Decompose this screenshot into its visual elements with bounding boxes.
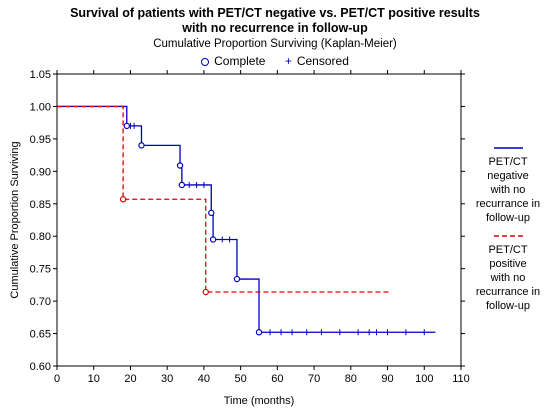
top-legend: Complete + Censored [0,54,550,68]
series-0-event-point [209,236,217,243]
series-0-event-point [233,275,241,283]
y-tick-label: 0.90 [30,166,51,178]
y-tick-label: 1.05 [30,69,51,81]
y-tick-label: 0.60 [30,361,51,373]
x-tick-label: 90 [381,373,393,385]
x-tick-label: 0 [54,373,60,385]
y-tick-label: 0.65 [30,329,51,341]
x-tick-label: 10 [88,373,100,385]
series-1-event-point [202,288,209,296]
y-tick-label: 0.80 [30,231,51,243]
y-tick-label: 1.00 [30,101,51,113]
series-layer [57,105,436,336]
plot-frame [56,73,462,367]
y-tick-label: 0.85 [30,199,51,211]
legend-censored: + Censored [285,54,349,68]
side-legend-line: recurrance in [475,286,541,298]
series-0-event-point [176,162,184,169]
x-tick-label: 110 [452,373,470,385]
series-0-event-point [255,329,263,336]
side-legend-line: negative [487,170,529,182]
y-tick-label: 0.75 [30,264,51,276]
side-legend-positive: PET/CT positive with no recurrance in fo… [466,243,550,313]
x-tick-label: 80 [345,373,357,385]
chart-title-line1: Survival of patients with PET/CT negativ… [70,6,480,20]
legend-complete-label: Complete [214,54,266,68]
side-legend-line: follow-up [485,300,531,312]
complete-marker-icon [201,57,210,66]
chart-subtitle: Cumulative Proportion Surviving (Kaplan-… [153,38,397,50]
side-legend-line: PET/CT [488,156,528,168]
side-legend-negative: PET/CT negative with no recurrance in fo… [466,155,550,225]
y-tick-label: 0.95 [30,134,51,146]
side-legend-line: with no [490,184,526,196]
side-legend-line: recurrance in [475,198,541,210]
series-0-event-point [123,122,130,130]
side-legend-line: PET/CT [488,244,528,256]
x-tick-label: 60 [271,373,283,385]
side-legend-line: follow-up [485,212,531,224]
legend-censored-label: Censored [296,54,349,68]
x-tick-label: 50 [235,373,247,385]
y-axis-ticks: 0.60 0.65 0.70 0.75 0.80 0.85 0.90 0.95 1.00 1.05 [30,69,465,373]
x-tick-label: 20 [124,373,136,385]
series-0-event-point [178,181,186,189]
y-axis-label: Cumulative Proportion Surviving [9,141,21,298]
x-tick-label: 100 [415,373,433,385]
x-tick-label: 30 [161,373,173,385]
chart-title-line2: with no recurrence in follow-up [182,21,368,35]
side-legend-line: with no [490,272,526,284]
x-tick-label: 70 [308,373,320,385]
censored-marker-icon: + [284,54,292,68]
legend-complete: Complete [201,54,269,68]
series-1-line [57,105,392,293]
series-1-event-point [119,196,127,203]
x-axis-ticks: 0 10 20 30 40 50 60 70 80 90 100 110 [54,70,470,385]
y-tick-label: 0.70 [30,296,51,308]
side-legend-line: positive [489,258,527,270]
x-tick-label: 40 [198,373,210,385]
series-0-line [57,105,436,333]
series-0-event-point [138,142,145,149]
x-axis-label: Time (months) [224,395,295,407]
series-0-event-point [208,209,215,217]
